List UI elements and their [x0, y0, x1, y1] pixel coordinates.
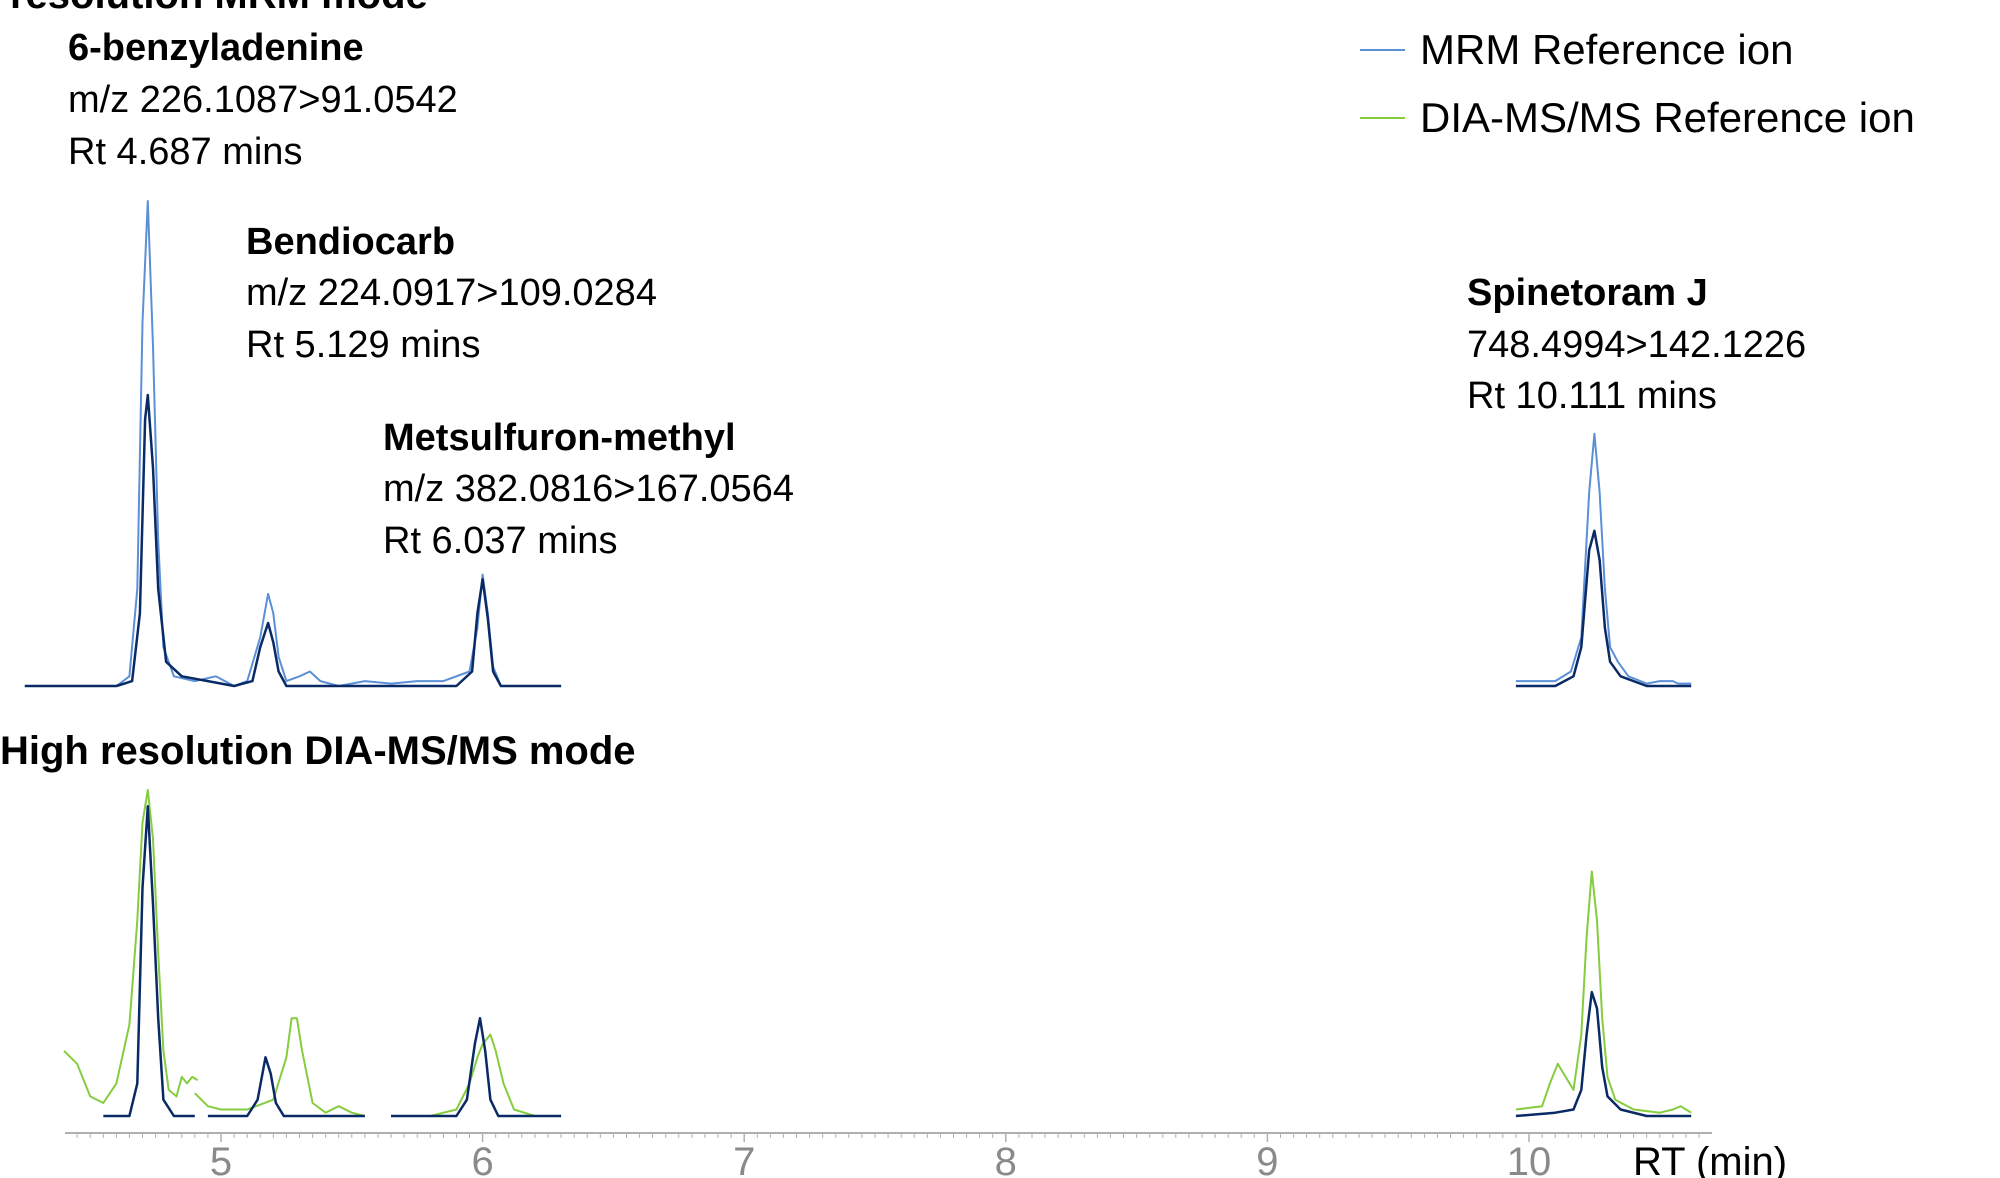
- x-axis: 5 6 7 8 9 10 RT (min): [65, 1132, 1787, 1178]
- annotation-rt: Rt 5.129 mins: [246, 324, 480, 366]
- x-axis-minor-ticks: [76, 1133, 1700, 1138]
- dia-reference-trace-segment: [1515, 870, 1692, 1114]
- sample-trace-segment: [207, 1056, 365, 1118]
- annotation-mz: 748.4994>142.1226: [1467, 324, 1806, 366]
- dia-panel: [63, 789, 1692, 1118]
- annotation-mz: m/z 224.0917>109.0284: [246, 272, 657, 314]
- x-axis-tick-label: 8: [995, 1140, 1017, 1178]
- annotation-name: Spinetoram J: [1467, 272, 1708, 314]
- x-axis-tick-label: 5: [210, 1140, 232, 1178]
- annotation-mz: m/z 382.0816>167.0564: [383, 468, 794, 510]
- annotation-rt: Rt 6.037 mins: [383, 520, 617, 562]
- legend: MRM Reference ion DIA-MS/MS Reference io…: [1360, 26, 1915, 141]
- annotation-name: Metsulfuron-methyl: [383, 417, 736, 459]
- legend-mrm-label: MRM Reference ion: [1420, 26, 1793, 73]
- annotation-rt: Rt 4.687 mins: [68, 131, 302, 173]
- x-axis-title: RT (min): [1633, 1140, 1787, 1178]
- x-axis-tick-label: 7: [733, 1140, 755, 1178]
- annotation-6-benzyladenine: 6-benzyladenine m/z 226.1087>91.0542 Rt …: [68, 27, 458, 173]
- x-axis-tick-label: 9: [1256, 1140, 1278, 1178]
- dia-reference-trace-segment: [194, 1017, 366, 1117]
- mrm-panel: [24, 200, 1692, 688]
- top-panel-title: High resolution MRM mode: [0, 0, 428, 17]
- sample-trace-segment: [391, 1016, 562, 1118]
- annotation-name: Bendiocarb: [246, 221, 455, 263]
- legend-dia-label: DIA-MS/MS Reference ion: [1420, 94, 1915, 141]
- bottom-panel-title: High resolution DIA-MS/MS mode: [0, 729, 636, 773]
- sample-trace-segment: [24, 393, 562, 688]
- mrm-reference-trace-segment: [1515, 432, 1692, 685]
- annotation-metsulfuron-methyl: Metsulfuron-methyl m/z 382.0816>167.0564…: [383, 417, 794, 562]
- annotation-rt: Rt 10.111 mins: [1467, 375, 1717, 417]
- annotation-bendiocarb: Bendiocarb m/z 224.0917>109.0284 Rt 5.12…: [246, 221, 657, 366]
- sample-trace-segment: [103, 805, 195, 1118]
- chromatogram-traces: [24, 200, 1692, 1118]
- annotation-mz: m/z 226.1087>91.0542: [68, 79, 458, 121]
- annotation-spinetoram-j: Spinetoram J 748.4994>142.1226 Rt 10.111…: [1467, 272, 1806, 417]
- sample-trace-segment: [1515, 990, 1692, 1118]
- x-axis-tick-label: 10: [1507, 1140, 1552, 1178]
- annotation-name: 6-benzyladenine: [68, 27, 364, 69]
- dia-reference-trace-segment: [391, 1033, 562, 1117]
- sample-trace-segment: [1515, 529, 1692, 688]
- x-axis-tick-label: 6: [471, 1140, 493, 1178]
- dia-reference-trace-segment: [63, 789, 199, 1104]
- x-axis-tick-labels: 5 6 7 8 9 10: [210, 1133, 1551, 1178]
